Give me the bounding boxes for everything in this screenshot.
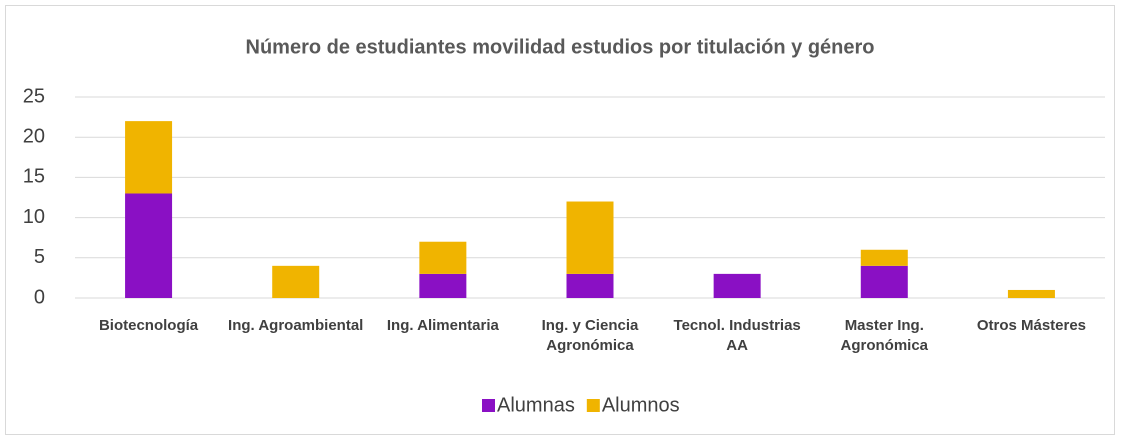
y-tick-label: 10: [23, 206, 45, 228]
chart-border: [5, 5, 1115, 435]
bar-segment: [860, 249, 908, 266]
x-tick-label: Ing. Alimentaria: [386, 317, 499, 334]
x-tick-label: Tecnol. Industrias AA: [673, 317, 801, 354]
bar-segment: [125, 121, 173, 194]
bar-segment: [419, 273, 467, 298]
x-tick-label: Master Ing. Agronómica: [840, 317, 929, 354]
bar-segment: [419, 241, 467, 274]
legend-label: Alumnos: [602, 394, 680, 416]
y-tick-label: 25: [23, 85, 45, 107]
bar-segment: [566, 273, 614, 298]
y-tick-label: 0: [34, 286, 45, 308]
bar-segment: [125, 193, 173, 298]
legend-label: Alumnas: [497, 394, 575, 416]
x-tick-label: Biotecnología: [98, 317, 199, 334]
bar-segment: [713, 273, 761, 298]
y-tick-label: 15: [23, 166, 45, 188]
bar-segment: [1007, 289, 1055, 298]
y-tick-label: 5: [34, 246, 45, 268]
legend-swatch: [482, 399, 495, 412]
x-tick-label: Otros Másteres: [976, 317, 1087, 334]
bar-segment: [860, 265, 908, 298]
x-tick-label: Ing. Agroambiental: [228, 317, 364, 334]
bar-segment: [566, 201, 614, 274]
legend-swatch: [586, 399, 600, 412]
bar-segment: [272, 265, 320, 298]
y-tick-label: 20: [23, 125, 45, 147]
chart-title: Número de estudiantes movilidad estudios…: [246, 36, 875, 58]
x-tick-label: Ing. y Ciencia Agronómica: [541, 317, 639, 354]
